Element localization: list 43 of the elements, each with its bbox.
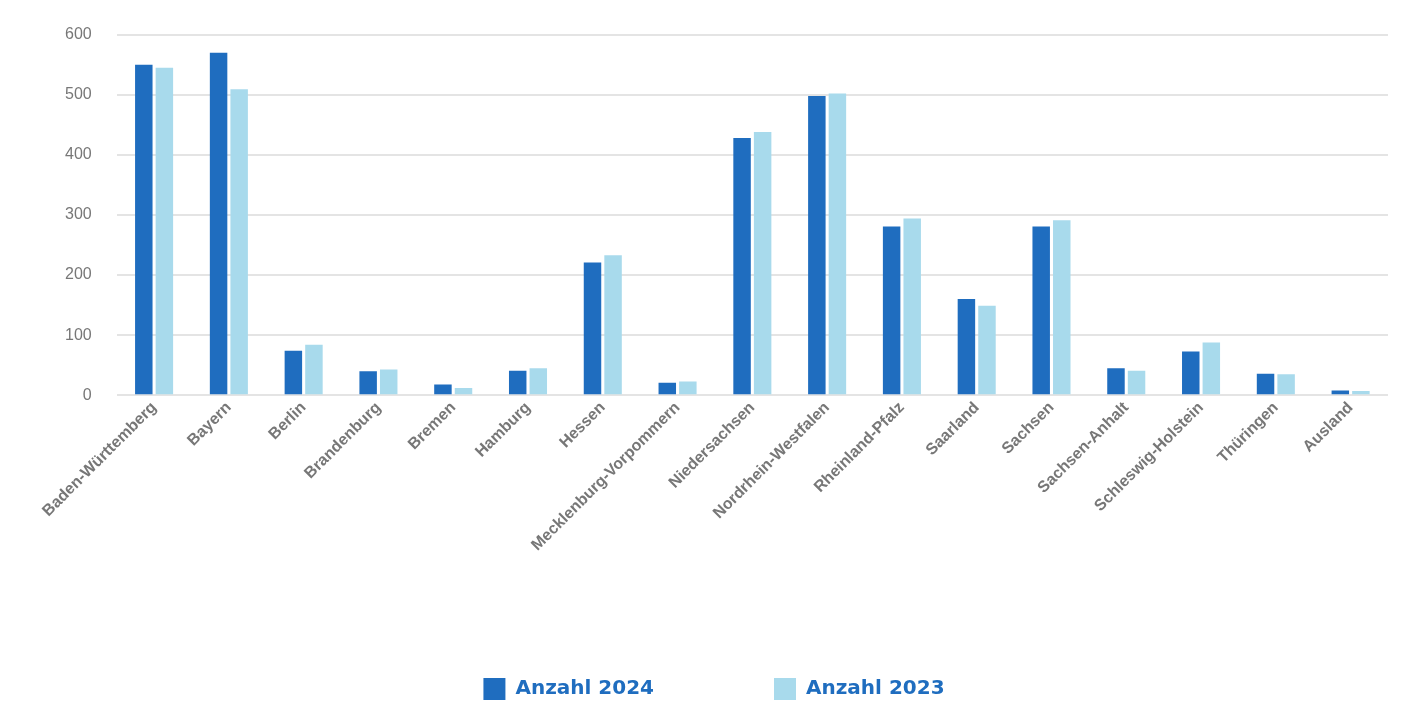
y-tick-label: 600 <box>64 25 92 43</box>
bar <box>1182 351 1200 395</box>
bar <box>508 370 527 395</box>
bar <box>733 138 751 395</box>
y-tick-label: 300 <box>64 205 92 223</box>
bar <box>209 52 228 395</box>
bar <box>978 305 996 395</box>
bar <box>903 218 921 395</box>
bar <box>305 344 323 395</box>
y-tick-label: 0 <box>82 385 92 403</box>
bar <box>583 262 602 395</box>
bar <box>1256 373 1275 395</box>
bar <box>529 368 548 395</box>
y-tick-label: 400 <box>64 145 92 163</box>
bar <box>434 384 452 395</box>
bar <box>1202 342 1221 395</box>
bar <box>1053 220 1071 395</box>
bar <box>828 93 847 395</box>
bar <box>808 95 826 395</box>
bar <box>753 131 772 395</box>
bar <box>604 255 622 395</box>
bar <box>135 64 153 395</box>
bar <box>1277 374 1295 395</box>
bar <box>1032 226 1050 395</box>
bar <box>284 350 303 395</box>
legend-label: Anzahl 2024 <box>515 675 654 700</box>
bar <box>155 67 174 395</box>
bar <box>454 388 473 395</box>
bar <box>1352 391 1370 395</box>
y-tick-label: 200 <box>64 265 92 283</box>
y-tick-label: 500 <box>64 85 92 103</box>
bar <box>679 381 697 395</box>
bar <box>957 299 976 395</box>
bar <box>359 371 377 395</box>
bar <box>658 382 677 395</box>
bar <box>1331 390 1350 395</box>
bar <box>379 369 398 395</box>
bar <box>1107 368 1125 395</box>
bar <box>1127 370 1146 395</box>
bar <box>882 226 901 395</box>
y-tick-label: 100 <box>64 325 92 343</box>
legend-label: Anzahl 2023 <box>806 675 945 700</box>
bar <box>230 89 248 395</box>
